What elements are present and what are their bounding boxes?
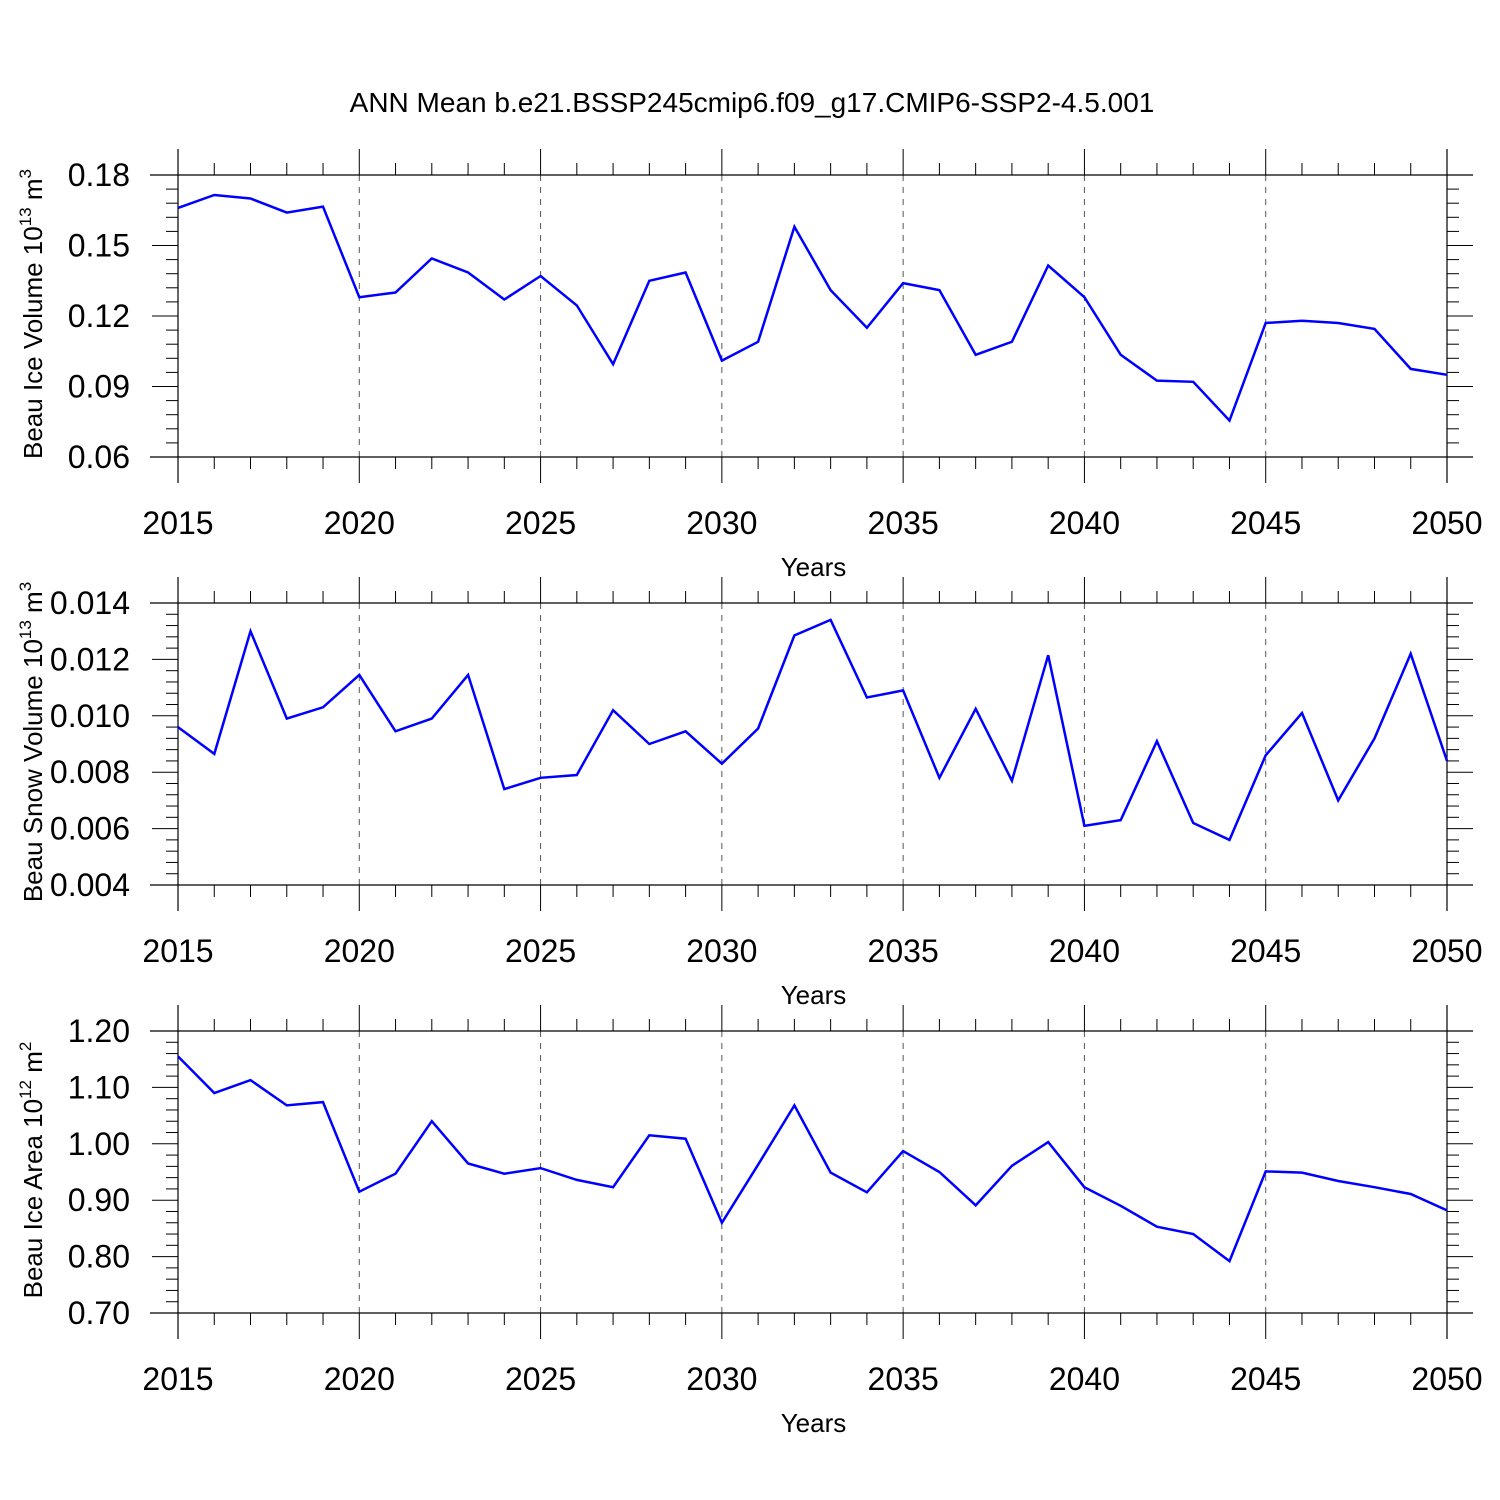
- x-tick-label: 2045: [1230, 933, 1301, 969]
- x-tick-label: 2035: [868, 505, 939, 541]
- x-tick-label: 2020: [324, 505, 395, 541]
- y-tick-label: 1.10: [68, 1069, 130, 1105]
- y-axis-label: Beau Ice Volume 1013 m3: [16, 169, 48, 459]
- x-tick-label: 2050: [1411, 933, 1482, 969]
- x-tick-label: 2025: [505, 1361, 576, 1397]
- series-line: [177, 1055, 1448, 1264]
- y-tick-label: 0.010: [50, 698, 130, 734]
- y-tick-label: 0.008: [50, 754, 130, 790]
- x-tick-label: 2025: [505, 505, 576, 541]
- panel-3: 0.70 0.80 0.90 1.00 1.10 1.20 2015 2020 2025 2030…: [16, 1005, 1483, 1438]
- chart-title: ANN Mean b.e21.BSSP245cmip6.f09_g17.CMIP…: [350, 87, 1155, 118]
- x-tick-label: 2045: [1230, 505, 1301, 541]
- x-tick-label: 2015: [142, 933, 213, 969]
- y-tick-label: 0.12: [68, 298, 130, 334]
- x-tick-label: 2035: [868, 1361, 939, 1397]
- x-tick-label: 2025: [505, 933, 576, 969]
- x-tick-label: 2050: [1411, 1361, 1482, 1397]
- panel-2: 0.004 0.006 0.008 0.010 0.012 0.014 2015 2020 20…: [16, 577, 1483, 1010]
- y-tick-label: 0.70: [68, 1295, 130, 1331]
- y-tick-label: 0.012: [50, 641, 130, 677]
- x-tick-label: 2015: [142, 505, 213, 541]
- series-line: [177, 193, 1448, 423]
- x-axis-label: Years: [781, 1408, 847, 1438]
- x-tick-label: 2030: [686, 933, 757, 969]
- x-tick-label: 2015: [142, 1361, 213, 1397]
- x-tick-label: 2035: [868, 933, 939, 969]
- y-tick-label: 0.06: [68, 439, 130, 475]
- x-tick-label: 2030: [686, 505, 757, 541]
- x-tick-label: 2020: [324, 1361, 395, 1397]
- y-tick-label: 0.014: [50, 585, 130, 621]
- y-axis-label: Beau Ice Area 1012 m2: [16, 1042, 48, 1299]
- y-tick-label: 0.004: [50, 867, 130, 903]
- y-tick-label: 0.09: [68, 369, 130, 405]
- y-tick-label: 0.90: [68, 1182, 130, 1218]
- y-tick-label: 0.006: [50, 811, 130, 847]
- y-axis-label: Beau Snow Volume 1013 m3: [16, 582, 48, 902]
- x-axis-label: Years: [781, 552, 847, 582]
- x-tick-label: 2020: [324, 933, 395, 969]
- x-tick-label: 2030: [686, 1361, 757, 1397]
- series-line: [177, 618, 1449, 842]
- y-tick-label: 0.18: [68, 157, 130, 193]
- x-axis-label: Years: [781, 980, 847, 1010]
- panel-1: 0.06 0.09 0.12 0.15 0.18 2015 2020 2025 2030 2035…: [16, 149, 1483, 582]
- x-tick-label: 2040: [1049, 933, 1120, 969]
- x-tick-label: 2040: [1049, 1361, 1120, 1397]
- x-tick-label: 2045: [1230, 1361, 1301, 1397]
- x-tick-label: 2040: [1049, 505, 1120, 541]
- x-tick-label: 2050: [1411, 505, 1482, 541]
- y-tick-label: 0.15: [68, 228, 130, 264]
- y-tick-label: 1.00: [68, 1126, 130, 1162]
- y-tick-label: 1.20: [68, 1013, 130, 1049]
- y-tick-label: 0.80: [68, 1239, 130, 1275]
